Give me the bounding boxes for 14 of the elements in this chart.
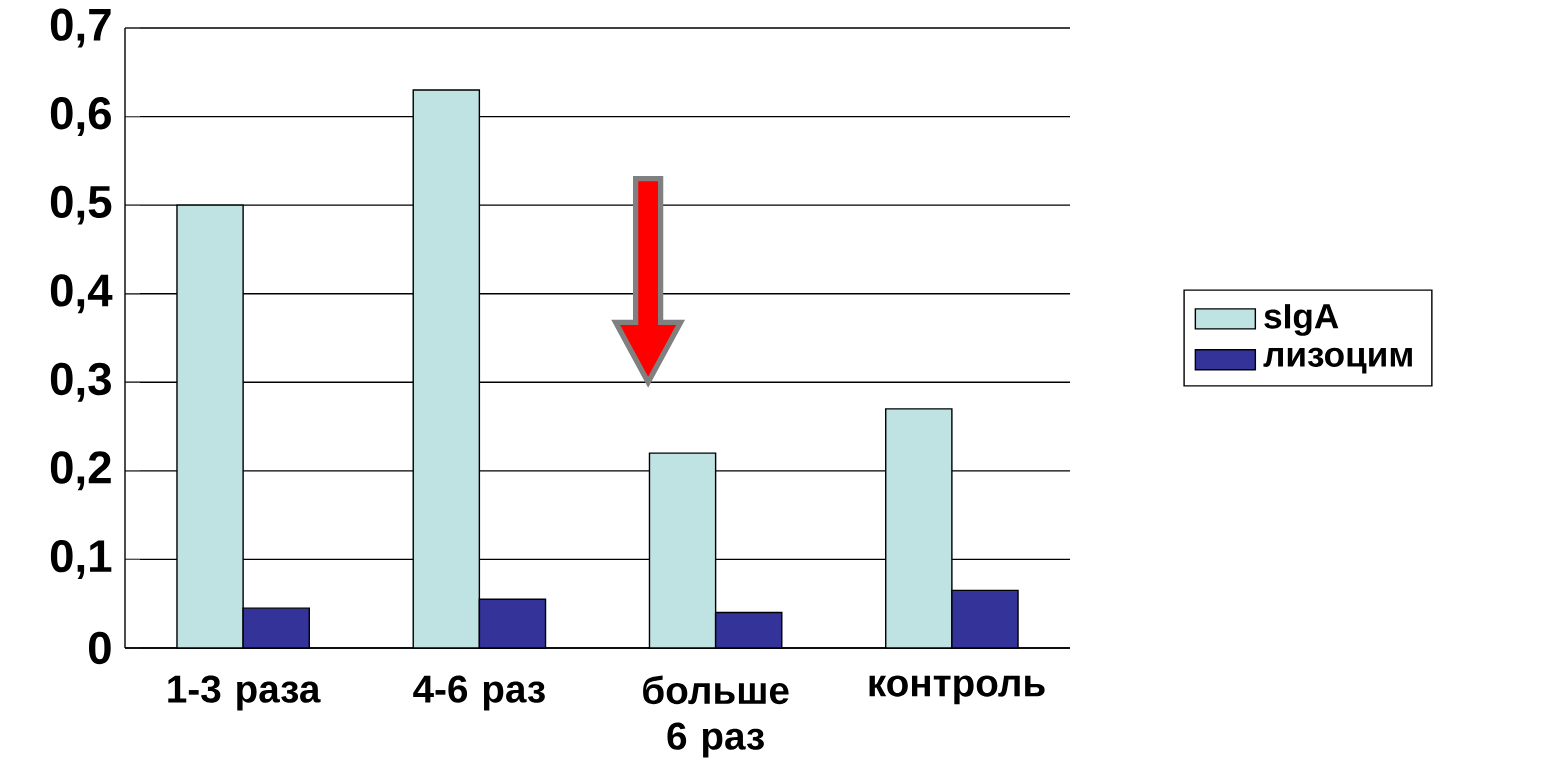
y-tick-label: 0,3	[50, 362, 111, 402]
legend-label: sIgA	[1264, 304, 1339, 336]
x-tick-label: больше 6 раз	[643, 675, 789, 758]
y-tick-label: 0,1	[50, 539, 112, 579]
y-tick-label: 0,2	[50, 451, 111, 491]
y-tick-label: 0,6	[50, 97, 111, 137]
y-tick-label: 0,4	[50, 274, 113, 314]
y-tick-label: 0,5	[50, 185, 112, 225]
y-tick-label: 0	[89, 631, 111, 665]
x-tick-label: 4-6 раз	[413, 675, 545, 711]
legend-label: лизоцим	[1263, 347, 1412, 374]
x-tick-label: контроль	[869, 675, 1045, 705]
y-tick-label: 0,7	[50, 8, 111, 48]
x-tick-label: 1-3 раза	[168, 675, 321, 711]
